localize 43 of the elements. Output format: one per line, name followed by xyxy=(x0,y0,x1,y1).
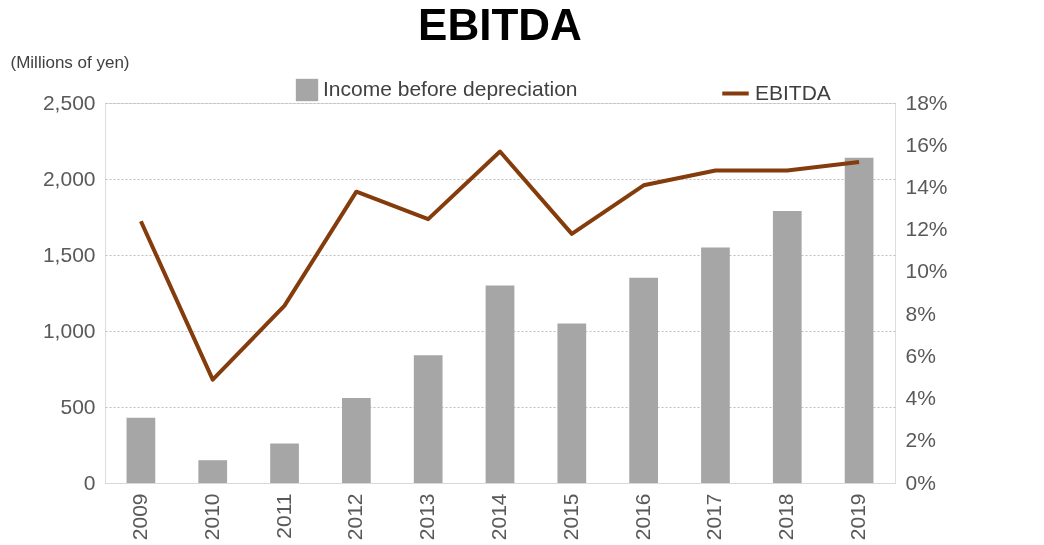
y2-tick-label: 12% xyxy=(905,217,948,241)
x-tick-label: 2011 xyxy=(271,493,295,539)
bar xyxy=(701,247,730,483)
y2-tick-label: 18% xyxy=(905,90,948,114)
y2-tick-label: 6% xyxy=(905,343,936,367)
y2-tick-label: 8% xyxy=(905,301,936,325)
x-tick-label: 2009 xyxy=(127,493,151,541)
bar xyxy=(772,210,802,483)
y-tick-label: 500 xyxy=(60,394,96,418)
y2-tick-label: 14% xyxy=(905,174,948,198)
bar xyxy=(270,443,299,483)
bar xyxy=(342,397,371,483)
bar xyxy=(629,277,658,483)
x-tick-label: 2010 xyxy=(199,493,223,541)
y-tick-label: 2,000 xyxy=(42,166,96,190)
bar xyxy=(413,355,443,483)
bar xyxy=(557,323,587,483)
y2-tick-label: 16% xyxy=(905,132,948,156)
y-tick-label: 1,000 xyxy=(42,318,96,342)
x-tick-label: 2014 xyxy=(487,493,510,541)
x-tick-label: 2012 xyxy=(343,493,367,541)
x-tick-label: 2016 xyxy=(630,493,654,541)
x-tick-label: 2015 xyxy=(558,493,582,541)
bar xyxy=(485,285,515,483)
y2-tick-label: 0% xyxy=(905,470,936,494)
y2-tick-label: 4% xyxy=(905,386,936,410)
x-tick-label: 2019 xyxy=(846,493,870,541)
chart-title: EBITDA xyxy=(418,0,582,49)
legend-label: Income before depreciation xyxy=(323,77,578,100)
y-tick-label: 0 xyxy=(83,470,96,494)
y-tick-label: 1,500 xyxy=(42,242,96,266)
y2-tick-label: 10% xyxy=(905,259,948,283)
x-tick-label: 2013 xyxy=(415,493,439,541)
bar xyxy=(844,157,874,483)
bar xyxy=(198,460,228,483)
y2-tick-label: 2% xyxy=(905,428,936,452)
legend-label: EBITDA xyxy=(755,80,831,104)
y-axis-title: (Millions of yen) xyxy=(10,52,130,72)
y-tick-label: 2,500 xyxy=(42,90,96,114)
line-series xyxy=(138,149,862,382)
x-tick-label: 2018 xyxy=(774,493,798,541)
bar xyxy=(126,417,156,483)
x-tick-label: 2017 xyxy=(702,493,726,541)
